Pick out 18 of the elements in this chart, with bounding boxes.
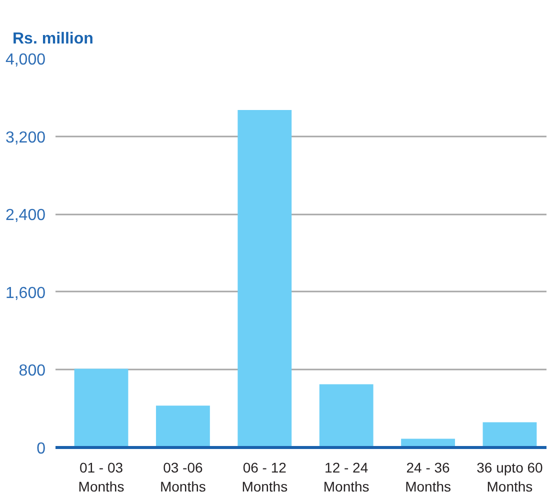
x-tick-label: 03 -06 Months	[160, 460, 206, 495]
bar	[74, 368, 128, 448]
x-tick-label: 36 upto 60 Months	[476, 460, 544, 495]
y-tick-label: 4,000	[5, 52, 46, 68]
x-tick-label: 12 - 24 Months	[323, 460, 370, 495]
bar	[319, 384, 374, 448]
y-axis-title: Rs. million	[12, 30, 94, 48]
bar	[238, 110, 292, 448]
y-tick-label: 0	[36, 440, 46, 458]
bar	[156, 406, 210, 448]
x-tick-label: 24 - 36 Months	[405, 460, 452, 495]
y-tick-label: 2,400	[5, 207, 46, 224]
bar	[482, 422, 537, 448]
y-tick-label: 1,600	[5, 284, 46, 302]
y-tick-label: 3,200	[5, 129, 46, 146]
x-tick-label: 01 - 03 Months	[78, 460, 124, 495]
x-tick-label: 06 - 12 Months	[242, 460, 288, 495]
y-tick-label: 800	[18, 362, 46, 380]
